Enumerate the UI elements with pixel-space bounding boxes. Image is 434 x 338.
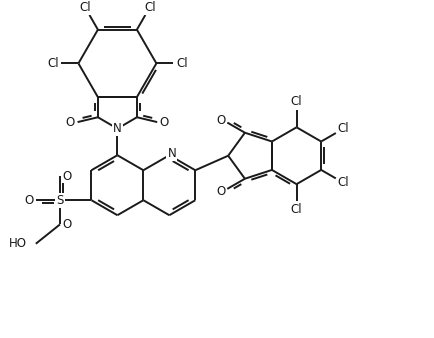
Text: S: S: [56, 194, 63, 207]
Text: Cl: Cl: [144, 1, 155, 14]
Text: O: O: [215, 185, 225, 198]
Text: Cl: Cl: [47, 57, 59, 70]
Text: Cl: Cl: [79, 1, 91, 14]
Text: Cl: Cl: [290, 203, 302, 216]
Text: Cl: Cl: [337, 122, 349, 135]
Text: Cl: Cl: [176, 57, 187, 70]
Text: O: O: [24, 194, 33, 207]
Text: O: O: [62, 218, 71, 231]
Text: O: O: [159, 116, 169, 128]
Text: HO: HO: [9, 237, 27, 250]
Text: N: N: [113, 122, 122, 135]
Text: Cl: Cl: [290, 95, 302, 108]
Text: O: O: [215, 114, 225, 127]
Text: Cl: Cl: [337, 176, 349, 189]
Text: O: O: [66, 116, 75, 128]
Text: O: O: [62, 170, 71, 183]
Text: N: N: [167, 147, 176, 160]
